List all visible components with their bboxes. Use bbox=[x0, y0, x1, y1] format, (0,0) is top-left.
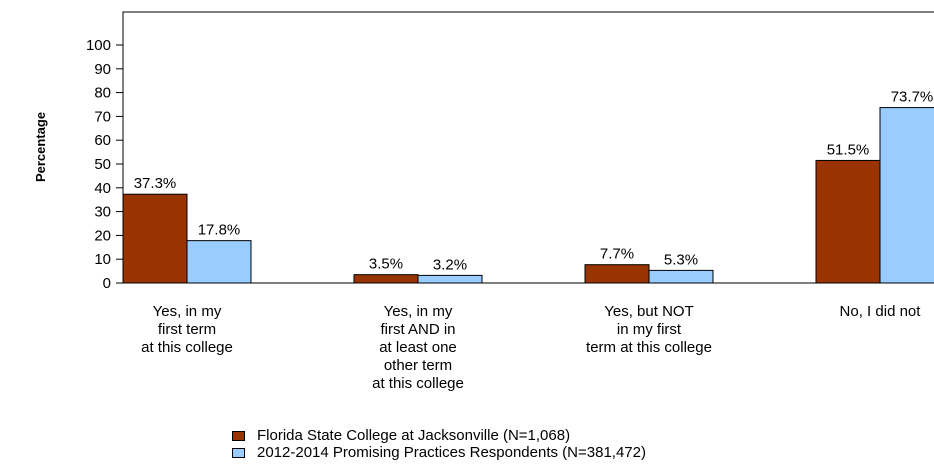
y-axis: 0 10 20 30 40 50 60 70 80 90 100 bbox=[86, 37, 123, 292]
y-tick-label: 40 bbox=[94, 180, 111, 197]
bar bbox=[879, 107, 934, 284]
category-label: Yes, in my first AND in at least one other … bbox=[372, 303, 464, 392]
category-label: Yes, in my first term at this college bbox=[141, 303, 233, 356]
legend-item-fscj: Florida State College at Jacksonville (N… bbox=[232, 427, 646, 444]
category-label: Yes, but NOT in my first term at this coll… bbox=[586, 303, 712, 356]
value-label: 5.3% bbox=[664, 251, 698, 268]
value-label: 51.5% bbox=[827, 141, 870, 158]
y-tick-label: 30 bbox=[94, 204, 111, 221]
y-axis-label: Percentage bbox=[33, 112, 48, 182]
value-label: 3.5% bbox=[369, 256, 403, 273]
value-label: 73.7% bbox=[891, 89, 934, 106]
value-label: 7.7% bbox=[600, 246, 634, 263]
bar bbox=[584, 264, 650, 284]
y-tick-label: 20 bbox=[94, 227, 111, 244]
value-labels: 37.3% 3.5% 7.7% 51.5% 17.8% 3.2% 5.3% 73.7% bbox=[134, 89, 934, 274]
y-tick-label: 10 bbox=[94, 251, 111, 268]
y-tick-label: 60 bbox=[94, 132, 111, 149]
bar bbox=[417, 274, 483, 284]
y-tick-label: 70 bbox=[94, 108, 111, 125]
bar bbox=[815, 159, 881, 284]
plot-frame bbox=[122, 11, 934, 284]
legend-swatch-promising-practices bbox=[232, 447, 245, 458]
legend-item-promising-practices: 2012-2014 Promising Practices Respondent… bbox=[232, 444, 646, 461]
bar bbox=[648, 269, 714, 284]
y-tick-label: 0 bbox=[103, 275, 111, 292]
category-label: No, I did not bbox=[840, 303, 922, 320]
bar bbox=[186, 240, 252, 284]
value-label: 17.8% bbox=[198, 222, 241, 239]
bar bbox=[122, 193, 188, 284]
category-labels: Yes, in my first term at this college Yes, … bbox=[141, 303, 921, 392]
y-tick-label: 50 bbox=[94, 156, 111, 173]
legend-label-fscj: Florida State College at Jacksonville (N… bbox=[257, 427, 571, 444]
value-label: 3.2% bbox=[433, 256, 467, 273]
legend-label-promising-practices: 2012-2014 Promising Practices Respondent… bbox=[257, 444, 646, 461]
legend-swatch-fscj bbox=[232, 430, 245, 441]
bar bbox=[353, 274, 419, 284]
y-tick-label: 90 bbox=[94, 61, 111, 78]
y-tick-label: 100 bbox=[86, 37, 111, 54]
bars bbox=[122, 107, 934, 284]
legend: Florida State College at Jacksonville (N… bbox=[232, 427, 646, 461]
y-tick-label: 80 bbox=[94, 85, 111, 102]
value-label: 37.3% bbox=[134, 175, 177, 192]
